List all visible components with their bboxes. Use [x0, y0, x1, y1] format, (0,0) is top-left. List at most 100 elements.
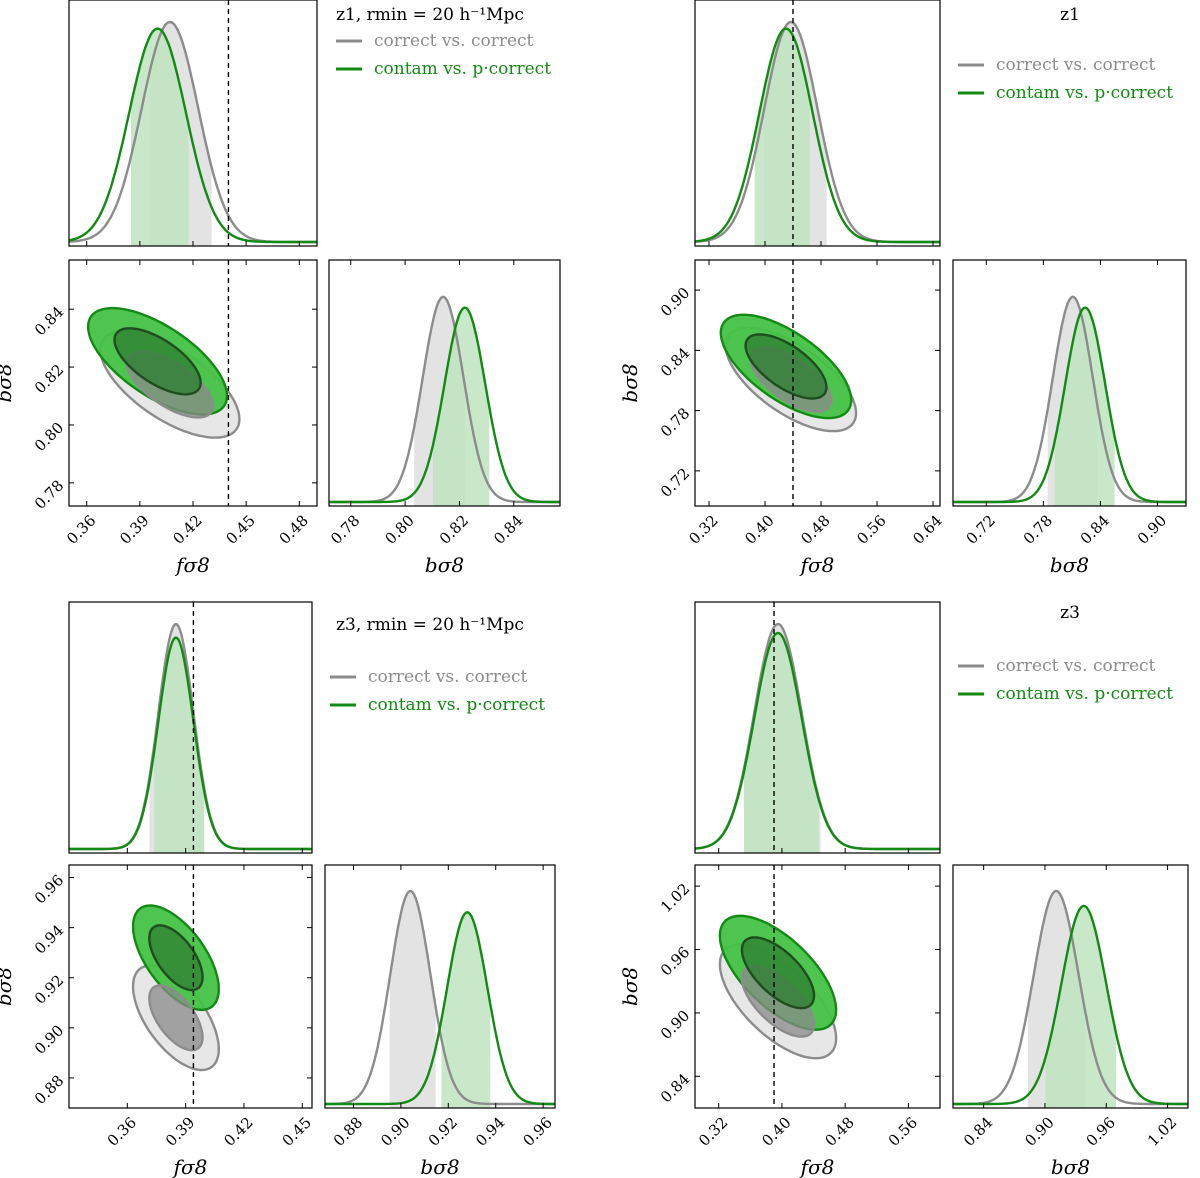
z3_rmin20-b-marginal-axis-tick-label: 0.96	[520, 1114, 556, 1150]
z3_rmin20-b-axis-label: bσ8	[0, 967, 16, 1006]
z3_rmin20-f-axis-tick-label: 0.36	[104, 1114, 140, 1150]
z1_rmin20-b-marginal-axis-tick-label: 0.80	[381, 512, 417, 548]
z1_rmin20-contour-green-inner	[113, 327, 202, 396]
z3-b-marginal-axis-label: bσ8	[1051, 1155, 1090, 1178]
z1_rmin20-b-band-1	[433, 307, 490, 506]
z1_rmin20-b-panel-frame	[328, 259, 561, 507]
z3-f-axis-tick-label: 0.40	[758, 1114, 794, 1150]
z1_rmin20-f-axis-tick-label: 0.48	[276, 512, 312, 548]
z3-legend-label-1: contam vs. p·correct	[996, 684, 1173, 704]
z3-f-axis-tick-label: 0.48	[822, 1114, 858, 1150]
z3-legend-label-0: correct vs. correct	[996, 656, 1156, 676]
z1-f-axis-tick-label: 0.32	[685, 512, 721, 548]
z1_rmin20-b-axis-tick-label: 0.80	[31, 419, 67, 455]
z1_rmin20-title: z1, rmin = 20 h⁻¹Mpc	[336, 5, 524, 25]
z1_rmin20-b-marginal-axis-tick-label: 0.78	[327, 512, 363, 548]
z1-legend-label-0: correct vs. correct	[996, 55, 1156, 75]
z3-f-axis-label: fσ8	[799, 1155, 835, 1178]
z3-b-marginal-axis-tick-label: 0.90	[1021, 1114, 1057, 1150]
z1-b-marginal-axis-tick-label: 0.72	[963, 512, 999, 548]
z1_rmin20-f-axis-tick-label: 0.45	[223, 512, 259, 548]
z3-b-panel-frame	[952, 864, 1189, 1109]
z3_rmin20-top-panel-frame	[68, 601, 313, 854]
z3_rmin20-f-band-1	[154, 637, 205, 853]
z3_rmin20-b-marginal-axis-tick-label: 0.92	[425, 1114, 461, 1150]
z3_rmin20-legend-label-1: contam vs. p·correct	[368, 695, 545, 715]
z3_rmin20-b-marginal-axis-tick-label: 0.88	[330, 1114, 366, 1150]
z1_rmin20-b-marginal-axis-tick-label: 0.82	[436, 512, 472, 548]
z1_rmin20-f-axis-tick-label: 0.39	[116, 512, 152, 548]
z3-title: z3	[1060, 603, 1080, 623]
z3-b-marginal-axis-tick-label: 0.96	[1083, 1114, 1119, 1150]
z3_rmin20-legend-label-0: correct vs. correct	[368, 667, 528, 687]
z3-contour-green-inner	[740, 936, 816, 1010]
z3_rmin20-f-axis-label: fσ8	[172, 1155, 208, 1178]
z3_rmin20-b-band-1	[441, 912, 491, 1108]
z1_rmin20-f-axis-tick-label: 0.36	[63, 512, 99, 548]
z3_rmin20-b-band-0	[389, 891, 436, 1108]
z3-top-panel-frame	[694, 601, 941, 854]
z1-b-axis-tick-label: 0.90	[657, 284, 693, 320]
z1-contour-green-inner	[744, 333, 828, 400]
z1-top-panel-frame	[694, 0, 941, 247]
z1_rmin20-b-marginal-axis-tick-label: 0.84	[490, 512, 526, 548]
z1-b-axis-tick-label: 0.78	[657, 404, 693, 440]
z1_rmin20-f-marginal-line-1	[68, 27, 317, 244]
z3_rmin20-b-marginal-axis-tick-label: 0.90	[377, 1114, 413, 1150]
z1-f-axis-tick-label: 0.56	[853, 512, 889, 548]
z1-2d-panel-frame	[694, 259, 941, 507]
z3_rmin20-b-marginal-line-1	[325, 911, 555, 1106]
z1_rmin20-f-axis-label: fσ8	[174, 553, 210, 577]
z1_rmin20-legend-label-1: contam vs. p·correct	[374, 59, 551, 79]
z3-b-axis-label: bσ8	[618, 967, 642, 1006]
z3_rmin20-f-axis-tick-label: 0.42	[220, 1114, 256, 1150]
z3_rmin20-b-panel-frame	[324, 864, 556, 1109]
z1-f-axis-tick-label: 0.64	[909, 512, 945, 548]
z1_rmin20-b-axis-tick-label: 0.78	[31, 476, 67, 512]
z3-f-band-1	[744, 633, 819, 853]
z3-b-axis-tick-label: 0.90	[657, 1007, 693, 1043]
z1-title: z1	[1060, 5, 1080, 25]
z1_rmin20-b-marginal-axis-label: bσ8	[425, 553, 464, 577]
z3_rmin20-b-marginal-axis-tick-label: 0.94	[472, 1114, 508, 1150]
z3-b-axis-tick-label: 0.96	[657, 943, 693, 979]
z1_rmin20-f-band-1	[131, 28, 189, 246]
z1_rmin20-b-axis-tick-label: 0.84	[31, 303, 67, 339]
z1-b-axis-label: bσ8	[618, 363, 642, 402]
z3-contours	[718, 914, 838, 1060]
z3_rmin20-b-axis-tick-label: 0.96	[31, 871, 67, 907]
z1-f-axis-label: fσ8	[799, 553, 835, 577]
z1-b-axis-tick-label: 0.72	[657, 464, 693, 500]
z3_rmin20-b-axis-tick-label: 0.92	[31, 971, 67, 1007]
z1_rmin20-contours	[86, 306, 241, 439]
z3-b-marginal-axis-tick-label: 1.02	[1144, 1114, 1180, 1150]
z1_rmin20-b-axis-label: bσ8	[0, 363, 16, 402]
z1-contours	[719, 313, 858, 433]
z3-f-axis-tick-label: 0.56	[885, 1114, 921, 1150]
z3_rmin20-f-marginal-line-1	[69, 636, 312, 851]
z1-b-marginal-axis-tick-label: 0.84	[1077, 512, 1113, 548]
z3_rmin20-2d-panel-frame	[68, 864, 313, 1109]
z3_rmin20-title: z3, rmin = 20 h⁻¹Mpc	[336, 615, 524, 635]
z3_rmin20-b-axis-tick-label: 0.88	[31, 1072, 67, 1108]
z3_rmin20-f-axis-tick-label: 0.39	[162, 1114, 198, 1150]
z1_rmin20-b-axis-tick-label: 0.82	[31, 361, 67, 397]
z3-b-marginal-axis-tick-label: 0.84	[960, 1114, 996, 1150]
z3_rmin20-b-marginal-line-0	[325, 889, 555, 1106]
z3_rmin20-b-axis-tick-label: 0.94	[31, 921, 67, 957]
z1-b-marginal-axis-label: bσ8	[1050, 553, 1089, 577]
z3-b-band-1	[1045, 905, 1116, 1108]
z3-f-marginal-line-1	[694, 631, 940, 851]
z3_rmin20-contour-green-inner	[148, 924, 204, 992]
z1_rmin20-b-marginal-line-1	[329, 306, 560, 504]
z3-b-marginal-line-0	[953, 889, 1188, 1106]
z1-f-axis-tick-label: 0.48	[797, 512, 833, 548]
z3-b-marginal-line-1	[953, 904, 1188, 1106]
z3_rmin20-b-marginal-axis-label: bσ8	[420, 1155, 459, 1178]
z3_rmin20-contour-grey-inner	[148, 984, 204, 1052]
z3_rmin20-contours	[131, 904, 221, 1072]
z1-b-marginal-line-1	[953, 306, 1186, 504]
z3-f-axis-tick-label: 0.32	[695, 1114, 731, 1150]
z1_rmin20-f-axis-tick-label: 0.42	[169, 512, 205, 548]
